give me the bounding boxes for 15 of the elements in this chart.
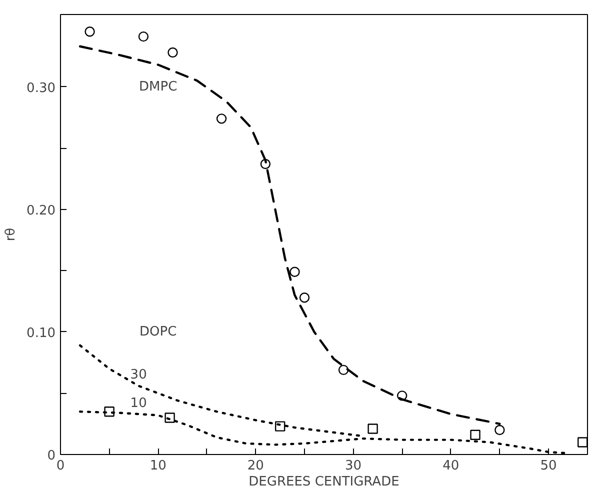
x-axis-title: DEGREES CENTIGRADE — [248, 474, 400, 490]
x-tick-label: 50 — [540, 458, 557, 474]
x-tick-label: 10 — [150, 458, 166, 474]
x-tick-label: 30 — [345, 458, 362, 474]
y-tick-label: 0.10 — [26, 326, 56, 341]
y-tick-label: 0.30 — [26, 80, 56, 96]
annotation: DOPC — [140, 324, 177, 340]
annotation: DMPC — [139, 79, 178, 94]
y-axis-title: rθ — [4, 228, 19, 242]
annotation: 10 — [130, 396, 147, 411]
x-tick-label: 40 — [442, 458, 460, 474]
y-tick-label: 0 — [47, 448, 56, 464]
x-tick-label: 20 — [247, 458, 264, 474]
annotation: 30 — [130, 368, 147, 383]
y-tick-label: 0.20 — [26, 203, 56, 218]
